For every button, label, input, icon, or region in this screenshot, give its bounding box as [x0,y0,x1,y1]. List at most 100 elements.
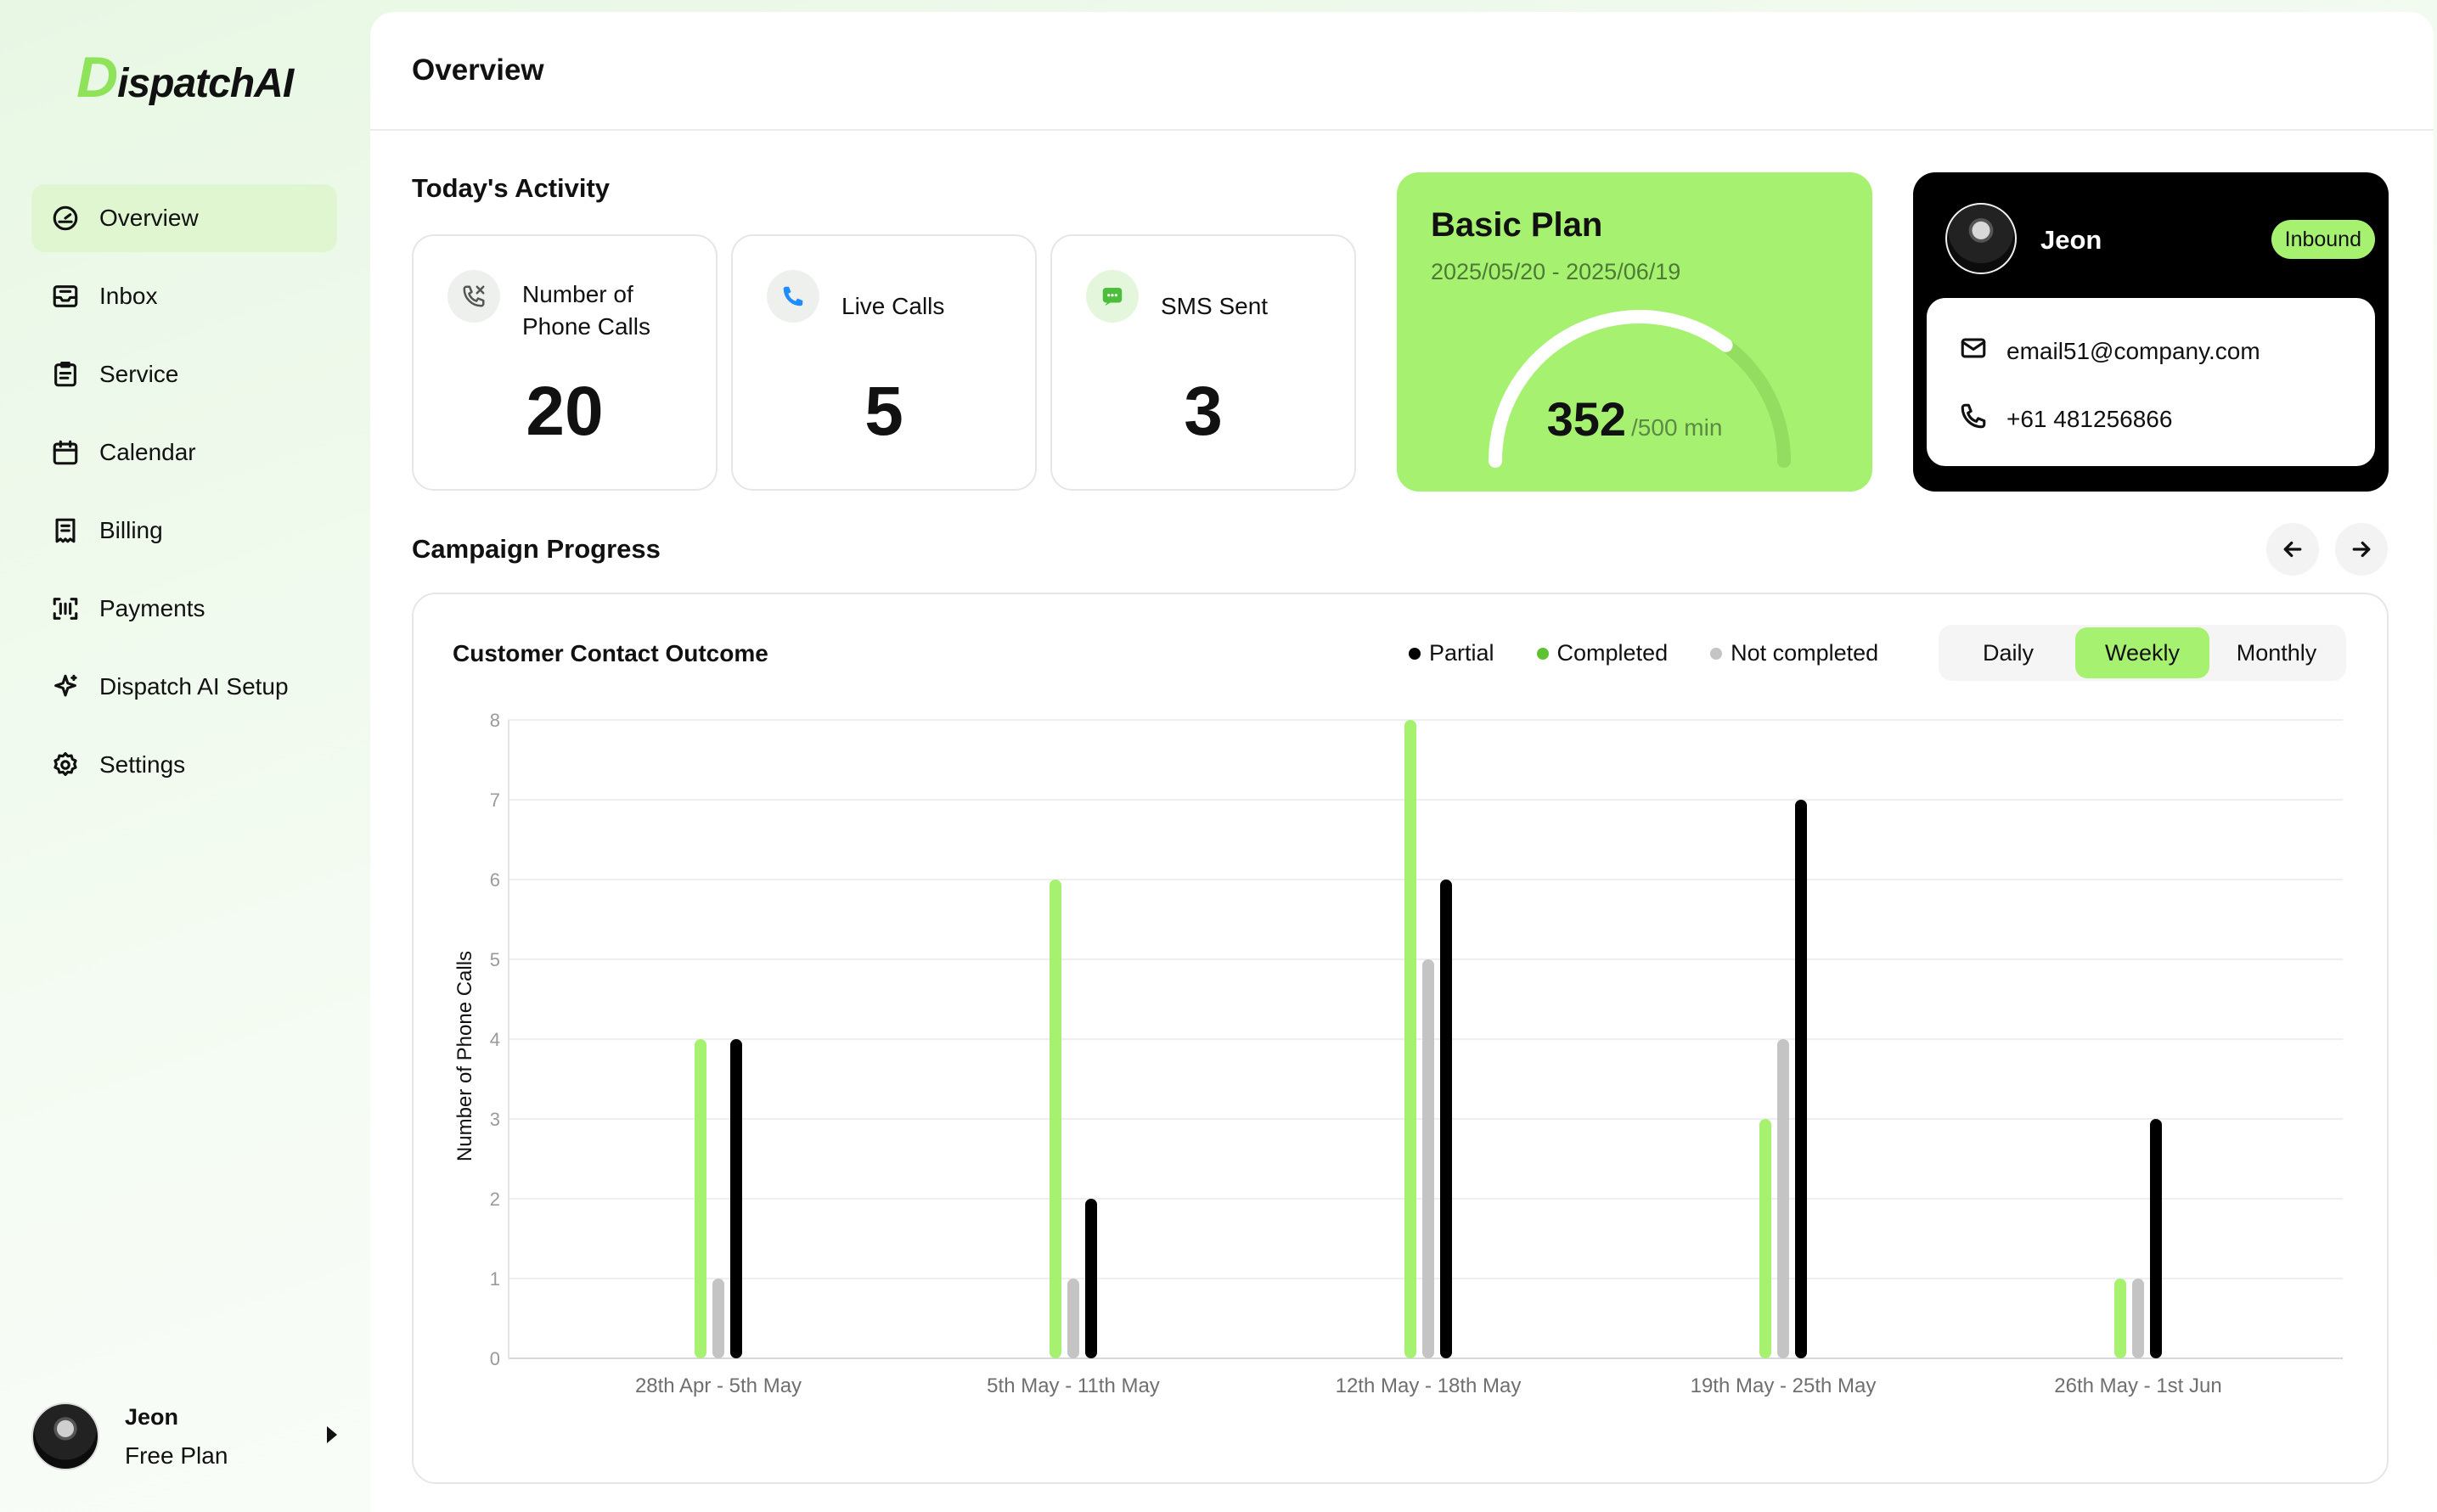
gear-icon [50,750,81,780]
period-toggle: Daily Weekly Monthly [1939,625,2346,681]
mail-icon [1959,334,2006,368]
chart-card: Customer Contact Outcome Partial Complet… [412,593,2389,1484]
legend-item-partial[interactable]: Partial [1409,640,1494,666]
bar-not-completed[interactable] [2132,1279,2144,1358]
avatar [31,1402,99,1470]
bar-completed[interactable] [2114,1279,2126,1358]
arrow-left-icon [2283,541,2302,558]
campaign-progress-title: Campaign Progress [412,534,661,564]
y-tick-label: 5 [490,949,500,970]
contact-email: email51@company.com [2006,337,2260,364]
page-header: Overview [370,12,2434,131]
logo-initial: D [76,45,118,110]
y-axis-label: Number of Phone Calls [453,951,476,1161]
y-tick-label: 0 [490,1348,500,1369]
user-name: Jeon [125,1403,179,1430]
contact-name: Jeon [2040,225,2102,255]
contact-email-row[interactable]: email51@company.com [1959,334,2260,368]
sidebar-item-label: Payments [99,595,205,621]
sidebar-item-service[interactable]: Service [31,340,337,408]
bar-not-completed[interactable] [1067,1279,1079,1358]
calendar-icon [50,437,81,468]
user-profile[interactable]: Jeon Free Plan [31,1401,346,1472]
bar-partial[interactable] [1440,880,1452,1358]
sidebar: DispatchAI Overview Inbox Service Calend… [0,0,370,1512]
bar-completed[interactable] [1050,880,1061,1358]
prev-button[interactable] [2266,523,2319,576]
app-logo[interactable]: DispatchAI [76,44,294,110]
legend-label: Partial [1429,640,1494,666]
legend-item-not-completed[interactable]: Not completed [1710,640,1878,666]
plan-dates: 2025/05/20 - 2025/06/19 [1431,259,1681,284]
legend-label: Completed [1556,640,1669,666]
period-weekly-button[interactable]: Weekly [2075,627,2209,678]
phone-icon [447,270,500,323]
sidebar-item-label: Dispatch AI Setup [99,673,289,700]
bar-not-completed[interactable] [1777,1039,1789,1358]
bar-partial[interactable] [1085,1199,1097,1358]
plan-name: Basic Plan [1431,206,1603,244]
y-tick-label: 2 [490,1189,500,1210]
next-button[interactable] [2335,523,2388,576]
sidebar-item-label: Calendar [99,439,196,465]
minutes-used: 352 [1546,392,1627,446]
bar-completed[interactable] [1404,720,1416,1358]
caret-right-icon[interactable] [327,1426,337,1443]
bar-completed[interactable] [695,1039,706,1358]
x-tick-label: 5th May - 11th May [987,1374,1160,1397]
avatar [1945,203,2017,274]
sidebar-item-dispatch-ai-setup[interactable]: Dispatch AI Setup [31,653,337,721]
sidebar-item-billing[interactable]: Billing [31,497,337,565]
x-tick-label: 12th May - 18th May [1336,1374,1522,1397]
stat-value: 3 [1184,373,1223,450]
sidebar-item-overview[interactable]: Overview [31,184,337,252]
sidebar-item-label: Inbox [99,283,158,309]
legend-item-completed[interactable]: Completed [1536,640,1669,666]
receipt-icon [50,515,81,546]
scan-icon [50,593,81,624]
bar-partial[interactable] [2150,1119,2162,1358]
sidebar-item-label: Service [99,361,179,387]
stat-card-phone-calls: Number of Phone Calls 20 [412,234,718,491]
user-meta: Jeon Free Plan [125,1404,228,1470]
sidebar-item-inbox[interactable]: Inbox [31,262,337,330]
contact-details: email51@company.com +61 481256866 [1927,298,2375,466]
y-tick-label: 8 [490,710,500,731]
period-daily-button[interactable]: Daily [1982,639,2034,666]
sidebar-item-label: Settings [99,751,186,778]
x-tick-label: 28th Apr - 5th May [635,1374,802,1397]
sidebar-item-label: Overview [99,205,199,231]
legend-dot [1409,647,1421,660]
stat-value: 20 [526,373,604,450]
stat-card-live-calls: Live Calls 5 [731,234,1037,491]
contact-phone-row[interactable]: +61 481256866 [1959,402,2172,436]
bar-not-completed[interactable] [712,1279,724,1358]
y-tick-label: 1 [490,1268,500,1290]
bar-chart: 0 1 2 3 4 5 6 7 8 Number of Phone Calls 28th Apr -… [453,710,2343,1397]
bar-not-completed[interactable] [1422,959,1434,1358]
legend-dot [1710,647,1723,660]
stat-label: Number of Phone Calls [522,281,650,340]
gauge-value: 352/500 min [1397,391,1872,447]
y-tick-label: 3 [490,1109,500,1130]
contact-phone: +61 481256866 [2006,405,2173,432]
stat-label: SMS Sent [1161,293,1269,319]
minutes-limit: /500 min [1631,414,1723,441]
legend-dot [1536,647,1549,660]
x-tick-label: 26th May - 1st Jun [2054,1374,2221,1397]
page-title: Overview [412,53,544,87]
sidebar-item-calendar[interactable]: Calendar [31,419,337,486]
period-monthly-button[interactable]: Monthly [2236,639,2317,666]
status-badge: Inbound [2271,220,2375,259]
sidebar-item-payments[interactable]: Payments [31,575,337,643]
dashboard-icon [50,203,81,233]
bar-partial[interactable] [1795,800,1807,1358]
contact-card[interactable]: Jeon Inbound email51@company.com +61 481… [1913,172,2389,492]
todays-activity-title: Today's Activity [412,173,611,203]
x-tick-label: 19th May - 25th May [1691,1374,1877,1397]
bar-completed[interactable] [1759,1119,1771,1358]
bar-partial[interactable] [730,1039,742,1358]
main-panel: Overview Today's Activity Number of Phon… [370,12,2434,1512]
chart-title: Customer Contact Outcome [453,640,768,666]
sidebar-item-settings[interactable]: Settings [31,731,337,799]
